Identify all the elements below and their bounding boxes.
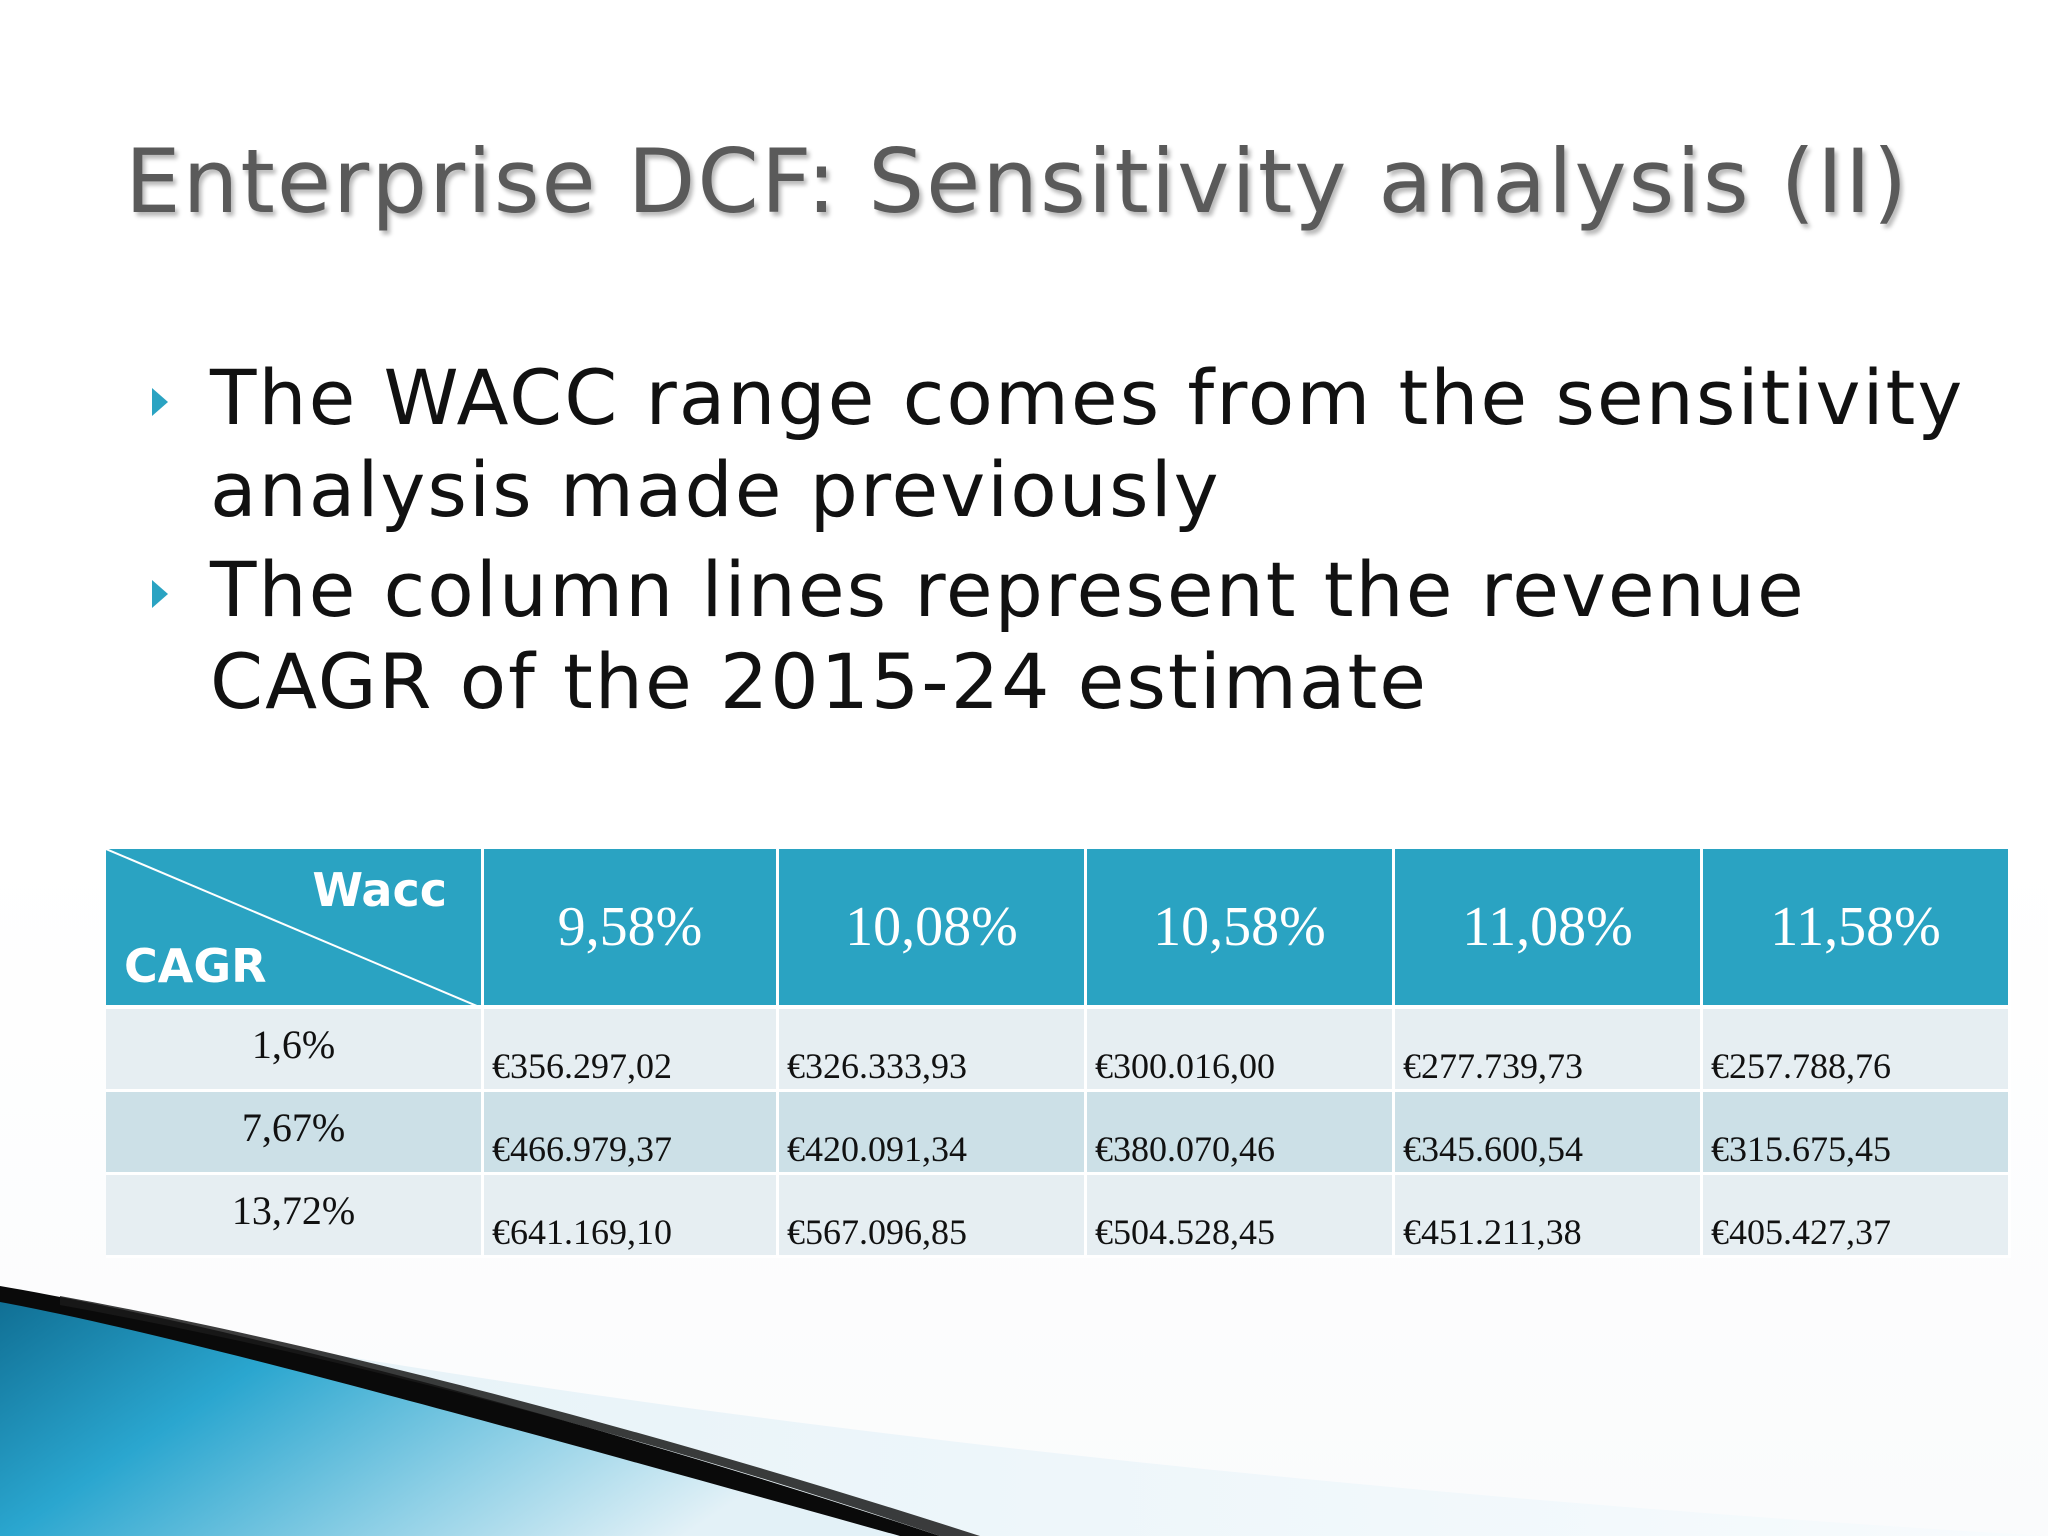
- wacc-column-header: 11,08%: [1395, 849, 1703, 1009]
- corner-diagonal-line: [106, 849, 484, 1009]
- table-cell: €466.979,37: [484, 1092, 779, 1175]
- table-cell: €300.016,00: [1087, 1009, 1395, 1092]
- table-cell: €257.788,76: [1703, 1009, 2011, 1092]
- cagr-row-label: 1,6%: [106, 1009, 484, 1092]
- table-cell: €277.739,73: [1395, 1009, 1703, 1092]
- table-header-row: Wacc CAGR 9,58% 10,08% 10,58% 11,08% 11,…: [106, 849, 2011, 1009]
- table-row: 1,6% €356.297,02 €326.333,93 €300.016,00…: [106, 1009, 2011, 1092]
- wacc-column-header: 10,58%: [1087, 849, 1395, 1009]
- cagr-row-label: 7,67%: [106, 1092, 484, 1175]
- table-cell: €405.427,37: [1703, 1175, 2011, 1258]
- bullet-text: The column lines represent the revenue C…: [210, 545, 1806, 726]
- table-corner-cell: Wacc CAGR: [106, 849, 484, 1009]
- wacc-column-header: 11,58%: [1703, 849, 2011, 1009]
- wacc-column-header: 9,58%: [484, 849, 779, 1009]
- table-cell: €451.211,38: [1395, 1175, 1703, 1258]
- table-cell: €345.600,54: [1395, 1092, 1703, 1175]
- bullet-text: The WACC range comes from the sensitivit…: [210, 353, 1965, 534]
- wacc-header-label: Wacc: [312, 863, 447, 917]
- table-cell: €567.096,85: [779, 1175, 1087, 1258]
- bullet-item: The WACC range comes from the sensitivit…: [150, 352, 2000, 536]
- table-cell: €380.070,46: [1087, 1092, 1395, 1175]
- slide-title: Enterprise DCF: Sensitivity analysis (II…: [125, 130, 1910, 233]
- table-row: 13,72% €641.169,10 €567.096,85 €504.528,…: [106, 1175, 2011, 1258]
- table-row: 7,67% €466.979,37 €420.091,34 €380.070,4…: [106, 1092, 2011, 1175]
- table-cell: €641.169,10: [484, 1175, 779, 1258]
- bullet-arrow-icon: [152, 580, 168, 608]
- bullet-list: The WACC range comes from the sensitivit…: [150, 352, 2000, 736]
- table-cell: €504.528,45: [1087, 1175, 1395, 1258]
- cagr-row-label: 13,72%: [106, 1175, 484, 1258]
- wacc-column-header: 10,08%: [779, 849, 1087, 1009]
- table-cell: €356.297,02: [484, 1009, 779, 1092]
- table-cell: €326.333,93: [779, 1009, 1087, 1092]
- bullet-item: The column lines represent the revenue C…: [150, 544, 2000, 728]
- table-cell: €420.091,34: [779, 1092, 1087, 1175]
- table-cell: €315.675,45: [1703, 1092, 2011, 1175]
- sensitivity-table: Wacc CAGR 9,58% 10,08% 10,58% 11,08% 11,…: [106, 849, 2011, 1258]
- cagr-header-label: CAGR: [124, 939, 267, 993]
- bullet-arrow-icon: [152, 388, 168, 416]
